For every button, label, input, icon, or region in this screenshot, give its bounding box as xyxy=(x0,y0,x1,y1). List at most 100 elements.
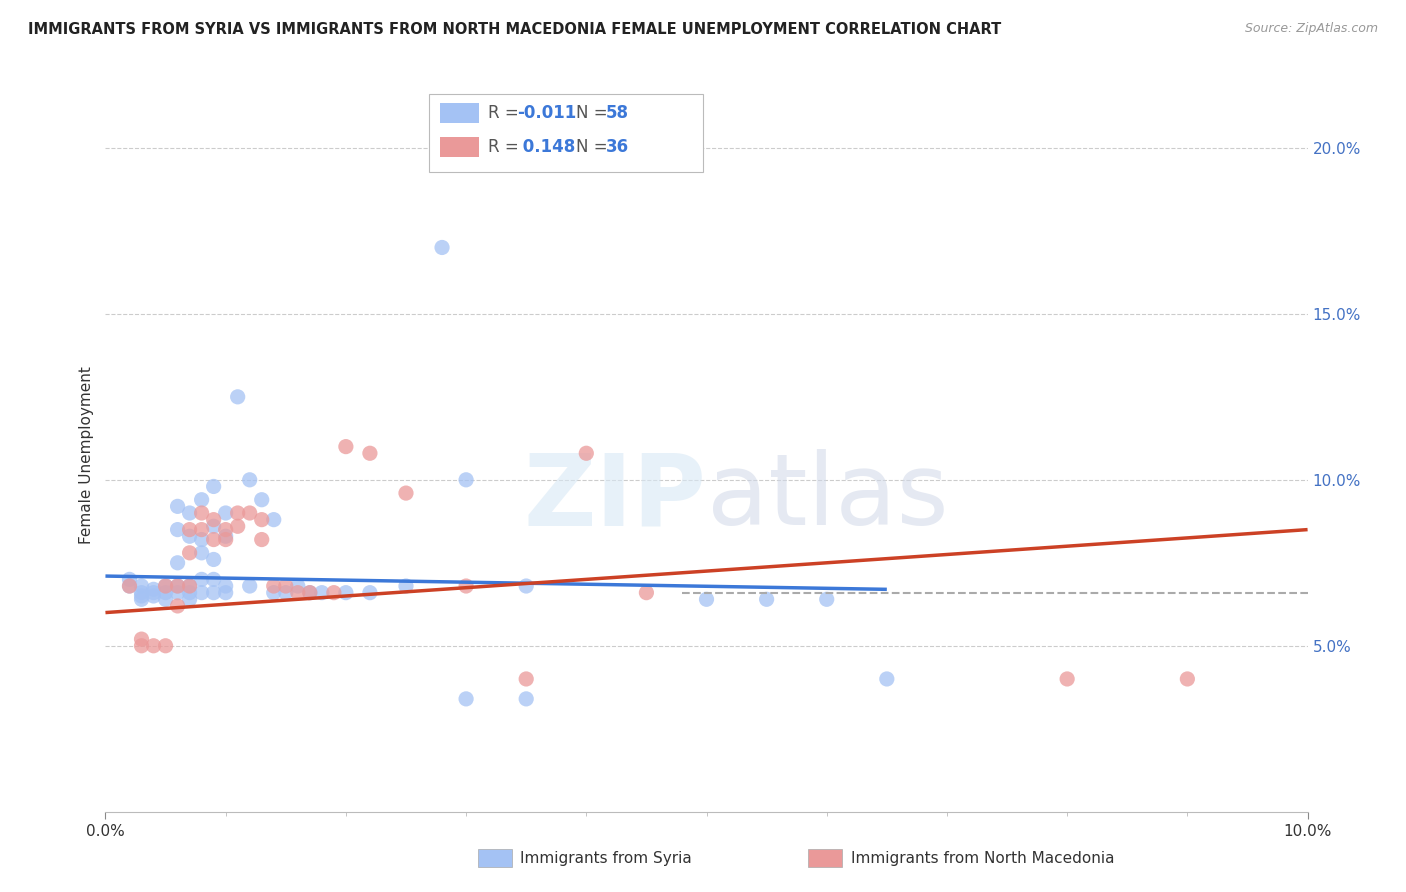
Point xyxy=(190,523,212,537)
Point xyxy=(202,573,225,587)
Point xyxy=(179,585,201,599)
Point xyxy=(166,585,188,599)
Point xyxy=(202,585,225,599)
Point xyxy=(179,546,201,560)
Point xyxy=(335,440,357,454)
Point xyxy=(359,446,381,460)
Point xyxy=(179,529,201,543)
Point xyxy=(190,533,212,547)
Point xyxy=(226,390,249,404)
Point xyxy=(298,585,321,599)
Point xyxy=(454,579,477,593)
Point xyxy=(142,639,165,653)
Point xyxy=(214,523,236,537)
Point xyxy=(155,639,177,653)
Point xyxy=(142,585,165,599)
Point xyxy=(359,585,381,599)
Point xyxy=(155,592,177,607)
Point xyxy=(395,579,418,593)
Point xyxy=(214,585,236,599)
Point xyxy=(190,506,212,520)
Point xyxy=(155,579,177,593)
Point xyxy=(311,585,333,599)
Point xyxy=(190,492,212,507)
Point xyxy=(202,513,225,527)
Point xyxy=(155,579,177,593)
Point xyxy=(190,585,212,599)
Text: atlas: atlas xyxy=(707,450,948,546)
Point xyxy=(190,573,212,587)
Text: IMMIGRANTS FROM SYRIA VS IMMIGRANTS FROM NORTH MACEDONIA FEMALE UNEMPLOYMENT COR: IMMIGRANTS FROM SYRIA VS IMMIGRANTS FROM… xyxy=(28,22,1001,37)
Point xyxy=(214,529,236,543)
Point xyxy=(179,579,201,593)
Point xyxy=(131,592,153,607)
Point xyxy=(179,579,201,593)
Point xyxy=(250,492,273,507)
Point xyxy=(179,523,201,537)
Text: Source: ZipAtlas.com: Source: ZipAtlas.com xyxy=(1244,22,1378,36)
Point xyxy=(131,589,153,603)
Point xyxy=(298,585,321,599)
Point xyxy=(575,446,598,460)
Point xyxy=(179,506,201,520)
Point xyxy=(202,519,225,533)
Point xyxy=(142,582,165,597)
Point xyxy=(250,533,273,547)
Point xyxy=(131,632,153,647)
Point xyxy=(202,552,225,566)
Point xyxy=(696,592,718,607)
Point xyxy=(395,486,418,500)
Point xyxy=(214,579,236,593)
Point xyxy=(166,579,188,593)
Point xyxy=(263,585,285,599)
Text: 36: 36 xyxy=(606,138,628,156)
Point xyxy=(515,691,537,706)
Y-axis label: Female Unemployment: Female Unemployment xyxy=(79,366,94,544)
Point xyxy=(190,546,212,560)
Text: R =: R = xyxy=(488,138,524,156)
Point xyxy=(131,639,153,653)
Point xyxy=(214,533,236,547)
Point xyxy=(166,599,188,613)
Point xyxy=(636,585,658,599)
Point xyxy=(166,556,188,570)
Point xyxy=(166,523,188,537)
Point xyxy=(118,573,141,587)
Point xyxy=(179,592,201,607)
Point xyxy=(263,513,285,527)
Point xyxy=(755,592,778,607)
Point xyxy=(142,589,165,603)
Text: Immigrants from Syria: Immigrants from Syria xyxy=(520,851,692,865)
Point xyxy=(155,585,177,599)
Point xyxy=(515,672,537,686)
Point xyxy=(515,579,537,593)
Point xyxy=(131,579,153,593)
Point xyxy=(131,585,153,599)
Point xyxy=(1056,672,1078,686)
Point xyxy=(166,500,188,514)
Text: R =: R = xyxy=(488,104,524,122)
Point xyxy=(335,585,357,599)
Point xyxy=(214,506,236,520)
Point xyxy=(322,585,344,599)
Point xyxy=(239,473,262,487)
Text: N =: N = xyxy=(576,138,613,156)
Point xyxy=(287,579,309,593)
Text: -0.011: -0.011 xyxy=(517,104,576,122)
Text: ZIP: ZIP xyxy=(523,450,707,546)
Point xyxy=(202,479,225,493)
Point xyxy=(274,579,297,593)
Point xyxy=(226,506,249,520)
Text: 58: 58 xyxy=(606,104,628,122)
Point xyxy=(118,579,141,593)
Point xyxy=(287,585,309,599)
Point xyxy=(430,240,453,254)
Point xyxy=(250,513,273,527)
Point xyxy=(274,585,297,599)
Point xyxy=(118,579,141,593)
Point xyxy=(226,519,249,533)
Point xyxy=(876,672,898,686)
Point xyxy=(815,592,838,607)
Point xyxy=(454,691,477,706)
Point xyxy=(166,579,188,593)
